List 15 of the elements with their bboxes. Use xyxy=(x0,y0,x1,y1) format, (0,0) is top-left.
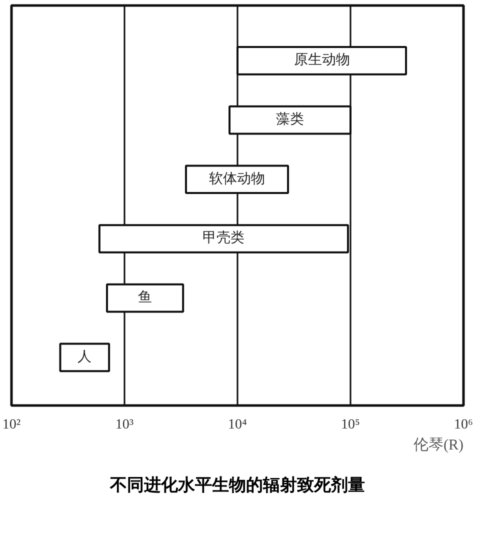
x-tick-label: 10⁶ xyxy=(454,418,474,432)
x-axis-title: 伦琴(R) xyxy=(414,436,464,454)
y-tick-label: 藻类 xyxy=(276,112,304,128)
y-tick-label: 鱼 xyxy=(138,290,152,306)
y-tick-label: 甲壳类 xyxy=(202,230,245,246)
x-tick-label: 10³ xyxy=(115,418,134,432)
y-tick-label: 人 xyxy=(78,348,92,365)
bar xyxy=(59,342,110,372)
y-tick-label: 软体动物 xyxy=(209,170,266,187)
x-tick-label: 10⁵ xyxy=(341,418,360,432)
text: 不同进化水平生物的辐射致死剂量 xyxy=(109,476,365,494)
bar xyxy=(184,164,290,194)
y-tick-label: 原生动物 xyxy=(294,52,350,68)
x-tick-label: 10⁴ xyxy=(228,418,248,432)
x-tick-label: 10² xyxy=(2,418,21,432)
